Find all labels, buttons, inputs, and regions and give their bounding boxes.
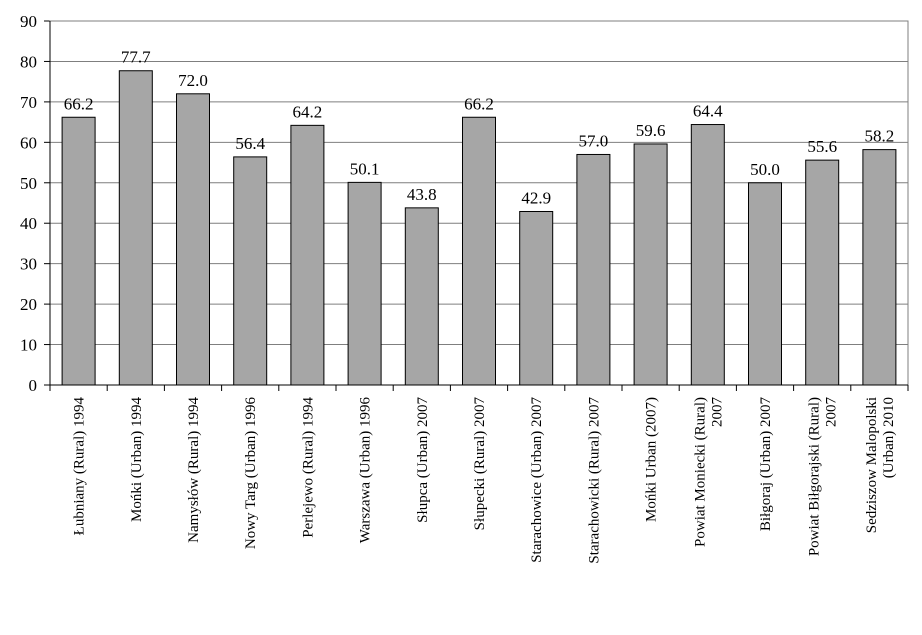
data-label: 57.0 xyxy=(579,131,609,150)
bars xyxy=(61,70,897,386)
y-tick-label: 30 xyxy=(20,255,37,274)
category-label-line: Starachowicki (Rural) 2007 xyxy=(586,397,602,564)
data-label: 64.4 xyxy=(693,102,723,121)
category-label-line: Namysłów (Rural) 1994 xyxy=(186,397,202,543)
y-tick-label: 10 xyxy=(20,336,37,355)
bar xyxy=(519,210,554,386)
data-label: 50.0 xyxy=(750,160,780,179)
data-label: 66.2 xyxy=(64,94,94,113)
bar xyxy=(404,207,439,386)
category-label: Powiat Biłgorajski (Rural) 2007 xyxy=(807,397,840,557)
y-tick-label: 70 xyxy=(20,93,37,112)
category-label-line: Słupecki (Rural) 2007 xyxy=(472,397,488,531)
category-label-line: 2007 xyxy=(824,397,840,428)
data-label: 59.6 xyxy=(636,121,666,140)
bar xyxy=(347,181,382,386)
data-label: 72.0 xyxy=(178,71,208,90)
bar xyxy=(576,153,611,386)
category-label: Powiat Moniecki (Rural) 2007 xyxy=(692,397,725,547)
category-label: Mońki Urban (2007) xyxy=(644,397,660,522)
category-label: Starachowicki (Rural) 2007 xyxy=(586,397,602,564)
category-label-line: 2007 xyxy=(709,397,725,428)
bar xyxy=(118,70,153,386)
category-label: Biłgoraj (Urban) 2007 xyxy=(758,397,774,532)
data-label: 50.1 xyxy=(350,159,380,178)
y-tick-label: 0 xyxy=(29,376,38,395)
bar xyxy=(290,124,325,386)
data-label: 55.6 xyxy=(807,137,837,156)
category-label-line: Warszawa (Urban) 1996 xyxy=(358,397,374,544)
bar xyxy=(462,116,496,386)
category-label-line: Biłgoraj (Urban) 2007 xyxy=(758,397,774,532)
data-label: 66.2 xyxy=(464,94,494,113)
category-label: Nowy Targ (Urban) 1996 xyxy=(243,397,259,550)
category-label-line: (Urban) 2010 xyxy=(881,397,897,478)
bar xyxy=(61,116,96,386)
category-label: Sedziszow Malopolski (Urban) 2010 xyxy=(864,397,897,533)
category-label: Namysłów (Rural) 1994 xyxy=(186,397,202,543)
y-tick-label: 50 xyxy=(20,174,37,193)
y-tick-labels: 0 10 20 30 40 50 60 70 80 90 xyxy=(20,12,37,395)
category-label-line: Nowy Targ (Urban) 1996 xyxy=(243,397,259,550)
category-label-line: Mońki Urban (2007) xyxy=(644,397,660,522)
bar xyxy=(633,143,668,386)
y-tick-label: 90 xyxy=(20,12,37,31)
bar xyxy=(805,159,840,386)
category-label-line: Słupca (Urban) 2007 xyxy=(415,397,431,523)
category-label: Starachowice (Urban) 2007 xyxy=(529,397,545,563)
category-label-line: Łubniany (Rural) 1994 xyxy=(72,397,88,536)
bar xyxy=(862,149,897,386)
data-label: 77.7 xyxy=(121,48,151,67)
bar xyxy=(176,93,210,386)
data-label: 64.2 xyxy=(293,102,323,121)
y-tick-label: 80 xyxy=(20,52,37,71)
category-label-line: Starachowice (Urban) 2007 xyxy=(529,397,545,563)
y-tick-label: 20 xyxy=(20,295,37,314)
category-label-line: Powiat Biłgorajski (Rural) xyxy=(807,397,823,556)
y-tick-label: 40 xyxy=(20,214,37,233)
category-label: Mońki (Urban) 1994 xyxy=(129,397,145,522)
category-label-line: Perlejewo (Rural) 1994 xyxy=(300,397,316,538)
data-label: 42.9 xyxy=(521,188,551,207)
category-label-line: Powiat Moniecki (Rural) xyxy=(692,397,708,547)
bar xyxy=(233,156,268,386)
category-label-line: Mońki (Urban) 1994 xyxy=(129,397,145,522)
category-label: Łubniany (Rural) 1994 xyxy=(72,397,88,536)
category-label-line: Sedziszow Malopolski xyxy=(864,397,880,533)
bar xyxy=(690,124,725,386)
data-labels: 66.2 77.7 72.0 56.4 64.2 50.1 43.8 66.2 42.9 57.0… xyxy=(64,48,895,208)
category-label: Perlejewo (Rural) 1994 xyxy=(300,397,316,538)
category-label: Słupca (Urban) 2007 xyxy=(415,397,431,523)
y-tick-label: 60 xyxy=(20,133,37,152)
category-labels: Łubniany (Rural) 1994 Mońki (Urban) 1994 N… xyxy=(72,397,897,564)
data-label: 43.8 xyxy=(407,185,437,204)
category-label: Warszawa (Urban) 1996 xyxy=(358,397,374,544)
category-label: Słupecki (Rural) 2007 xyxy=(472,397,488,531)
bar xyxy=(748,182,782,386)
data-label: 58.2 xyxy=(865,127,895,146)
data-label: 56.4 xyxy=(235,134,265,153)
